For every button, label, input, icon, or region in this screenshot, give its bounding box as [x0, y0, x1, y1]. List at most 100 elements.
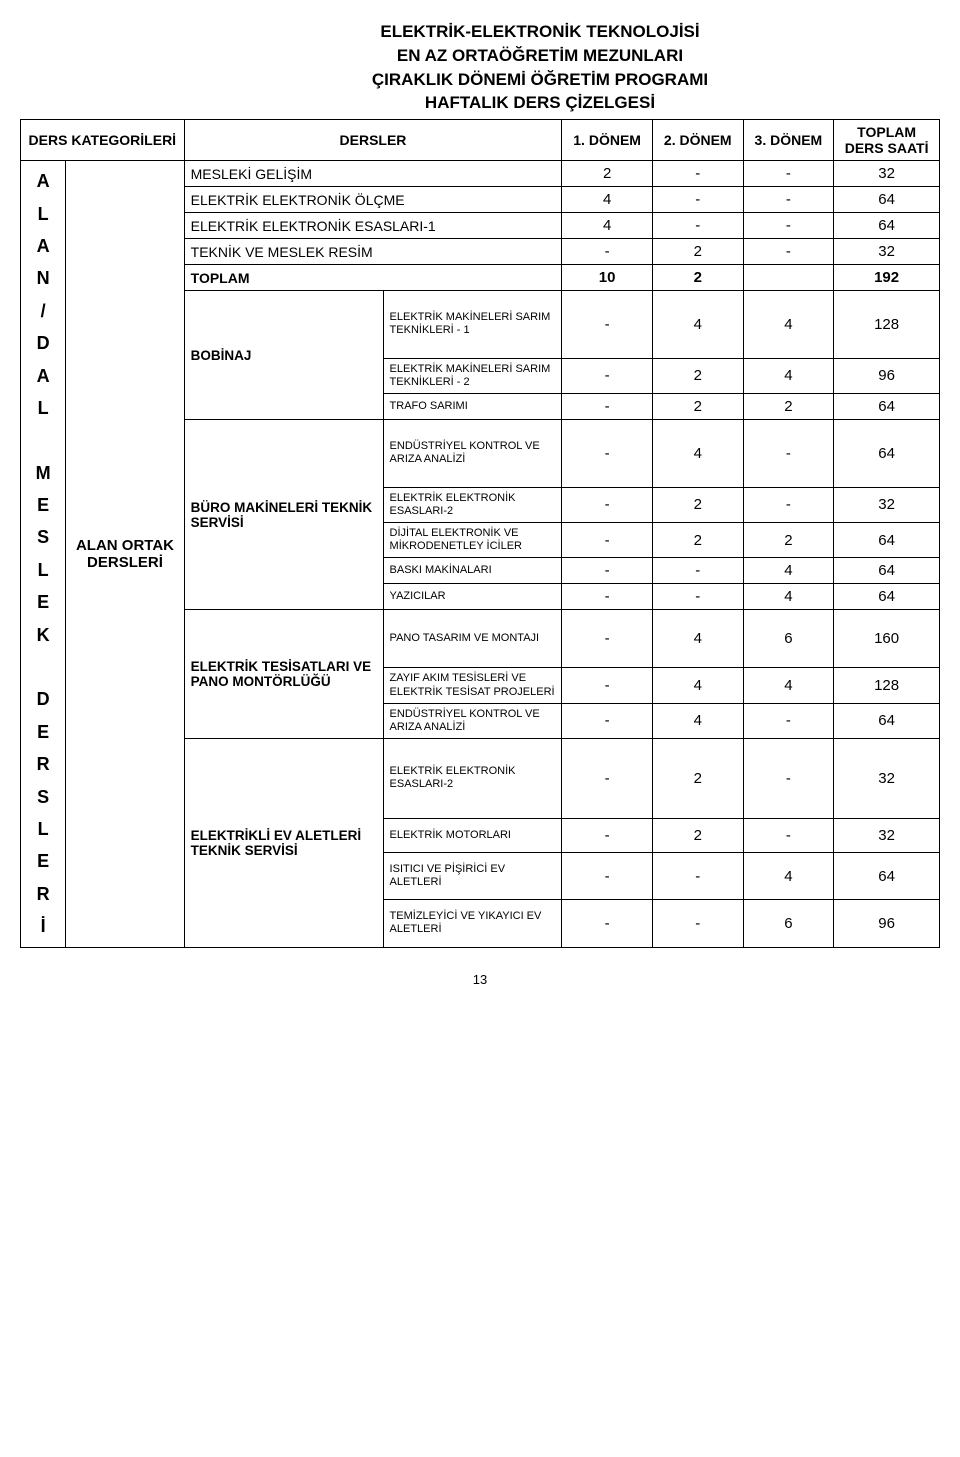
vertical-category-label: A L A N / D A L M E S L E K D E R S L E …	[21, 161, 66, 947]
cell-d1: -	[562, 558, 653, 584]
cell-d3	[743, 265, 834, 291]
table-row: A L A N / D A L M E S L E K D E R S L E …	[21, 161, 940, 187]
cell-d3: -	[743, 739, 834, 818]
cell-d3: 2	[743, 522, 834, 557]
cell-total: 64	[834, 394, 940, 420]
title-line-3: ÇIRAKLIK DÖNEMİ ÖĞRETİM PROGRAMI	[140, 68, 940, 92]
cell-d2: -	[652, 900, 743, 947]
course-name: ELEKTRİK ELEKTRONİK ESASLARI-1	[184, 213, 562, 239]
cell-total: 160	[834, 610, 940, 668]
title-line-1: ELEKTRİK-ELEKTRONİK TEKNOLOJİSİ	[140, 20, 940, 44]
cell-d3: -	[743, 187, 834, 213]
header-d2: 2. DÖNEM	[652, 120, 743, 161]
sub-course: DİJİTAL ELEKTRONİK VE MİKRODENETLEY İCİL…	[383, 522, 562, 557]
cell-d1: -	[562, 610, 653, 668]
cell-d1: -	[562, 739, 653, 818]
cell-total: 32	[834, 818, 940, 852]
header-total: TOPLAM DERS SAATİ	[834, 120, 940, 161]
cell-d1: -	[562, 239, 653, 265]
cell-d1: 4	[562, 213, 653, 239]
cell-d1: -	[562, 703, 653, 738]
cell-total: 32	[834, 161, 940, 187]
cell-d1: -	[562, 818, 653, 852]
cell-d2: -	[652, 187, 743, 213]
cell-d3: 4	[743, 558, 834, 584]
cell-d3: 4	[743, 291, 834, 358]
cell-d2: 4	[652, 291, 743, 358]
cell-d3: -	[743, 703, 834, 738]
header-dersler: DERSLER	[184, 120, 562, 161]
cell-d2: 4	[652, 420, 743, 487]
cell-total: 32	[834, 239, 940, 265]
course-name: TEKNİK VE MESLEK RESİM	[184, 239, 562, 265]
group-label-tesisat: ELEKTRİK TESİSATLARI VE PANO MONTÖRLÜĞÜ	[184, 610, 383, 739]
cell-total: 96	[834, 358, 940, 393]
sub-course: TRAFO SARIMI	[383, 394, 562, 420]
section-label: ALAN ORTAK DERSLERİ	[66, 161, 184, 947]
cell-d1: 4	[562, 187, 653, 213]
cell-d2: -	[652, 558, 743, 584]
cell-d2: 2	[652, 522, 743, 557]
sub-course: ENDÜSTRİYEL KONTROL VE ARIZA ANALİZİ	[383, 420, 562, 487]
cell-d2: 2	[652, 739, 743, 818]
header-row: DERS KATEGORİLERİ DERSLER 1. DÖNEM 2. DÖ…	[21, 120, 940, 161]
cell-d1: -	[562, 394, 653, 420]
sub-course: TEMİZLEYİCİ VE YIKAYICI EV ALETLERİ	[383, 900, 562, 947]
cell-d2: 4	[652, 668, 743, 703]
title-line-4: HAFTALIK DERS ÇİZELGESİ	[140, 91, 940, 115]
group-label-evalet: ELEKTRİKLİ EV ALETLERİ TEKNİK SERVİSİ	[184, 739, 383, 947]
title-block: ELEKTRİK-ELEKTRONİK TEKNOLOJİSİ EN AZ OR…	[140, 20, 940, 115]
group-label-bobinaj: BOBİNAJ	[184, 291, 383, 420]
cell-d3: 6	[743, 610, 834, 668]
cell-d1: -	[562, 852, 653, 899]
cell-d3: -	[743, 213, 834, 239]
cell-d1: -	[562, 900, 653, 947]
cell-total: 64	[834, 522, 940, 557]
cell-d2: 4	[652, 610, 743, 668]
cell-d1: -	[562, 487, 653, 522]
cell-d1: -	[562, 291, 653, 358]
cell-d1: 2	[562, 161, 653, 187]
cell-total: 32	[834, 739, 940, 818]
cell-d1: -	[562, 358, 653, 393]
cell-d3: 2	[743, 394, 834, 420]
schedule-table: DERS KATEGORİLERİ DERSLER 1. DÖNEM 2. DÖ…	[20, 119, 940, 947]
cell-total: 64	[834, 703, 940, 738]
cell-d2: -	[652, 852, 743, 899]
page-number: 13	[20, 972, 940, 987]
cell-d3: 4	[743, 852, 834, 899]
sub-course: ELEKTRİK MAKİNELERİ SARIM TEKNİKLERİ - 2	[383, 358, 562, 393]
cell-d2: 4	[652, 703, 743, 738]
cell-d3: 4	[743, 668, 834, 703]
cell-d3: -	[743, 487, 834, 522]
cell-d3: 6	[743, 900, 834, 947]
cell-d2: 2	[652, 265, 743, 291]
sub-course: ZAYIF AKIM TESİSLERİ VE ELEKTRİK TESİSAT…	[383, 668, 562, 703]
cell-total: 64	[834, 558, 940, 584]
course-name: MESLEKİ GELİŞİM	[184, 161, 562, 187]
header-d1: 1. DÖNEM	[562, 120, 653, 161]
sub-course: YAZICILAR	[383, 584, 562, 610]
cell-total: 32	[834, 487, 940, 522]
sub-course: ISITICI VE PİŞİRİCİ EV ALETLERİ	[383, 852, 562, 899]
cell-d2: -	[652, 584, 743, 610]
cell-d3: 4	[743, 584, 834, 610]
course-name: ELEKTRİK ELEKTRONİK ÖLÇME	[184, 187, 562, 213]
cell-d3: -	[743, 420, 834, 487]
sub-course: BASKI MAKİNALARI	[383, 558, 562, 584]
cell-d1: -	[562, 522, 653, 557]
toplam-label: TOPLAM	[184, 265, 562, 291]
cell-total: 96	[834, 900, 940, 947]
sub-course: PANO TASARIM VE MONTAJI	[383, 610, 562, 668]
cell-total: 64	[834, 420, 940, 487]
cell-d3: -	[743, 239, 834, 265]
sub-course: ELEKTRİK ELEKTRONİK ESASLARI-2	[383, 487, 562, 522]
title-line-2: EN AZ ORTAÖĞRETİM MEZUNLARI	[140, 44, 940, 68]
cell-total: 192	[834, 265, 940, 291]
header-category: DERS KATEGORİLERİ	[21, 120, 185, 161]
cell-d3: -	[743, 818, 834, 852]
cell-d3: 4	[743, 358, 834, 393]
cell-total: 128	[834, 668, 940, 703]
cell-total: 64	[834, 852, 940, 899]
sub-course: ELEKTRİK ELEKTRONİK ESASLARI-2	[383, 739, 562, 818]
